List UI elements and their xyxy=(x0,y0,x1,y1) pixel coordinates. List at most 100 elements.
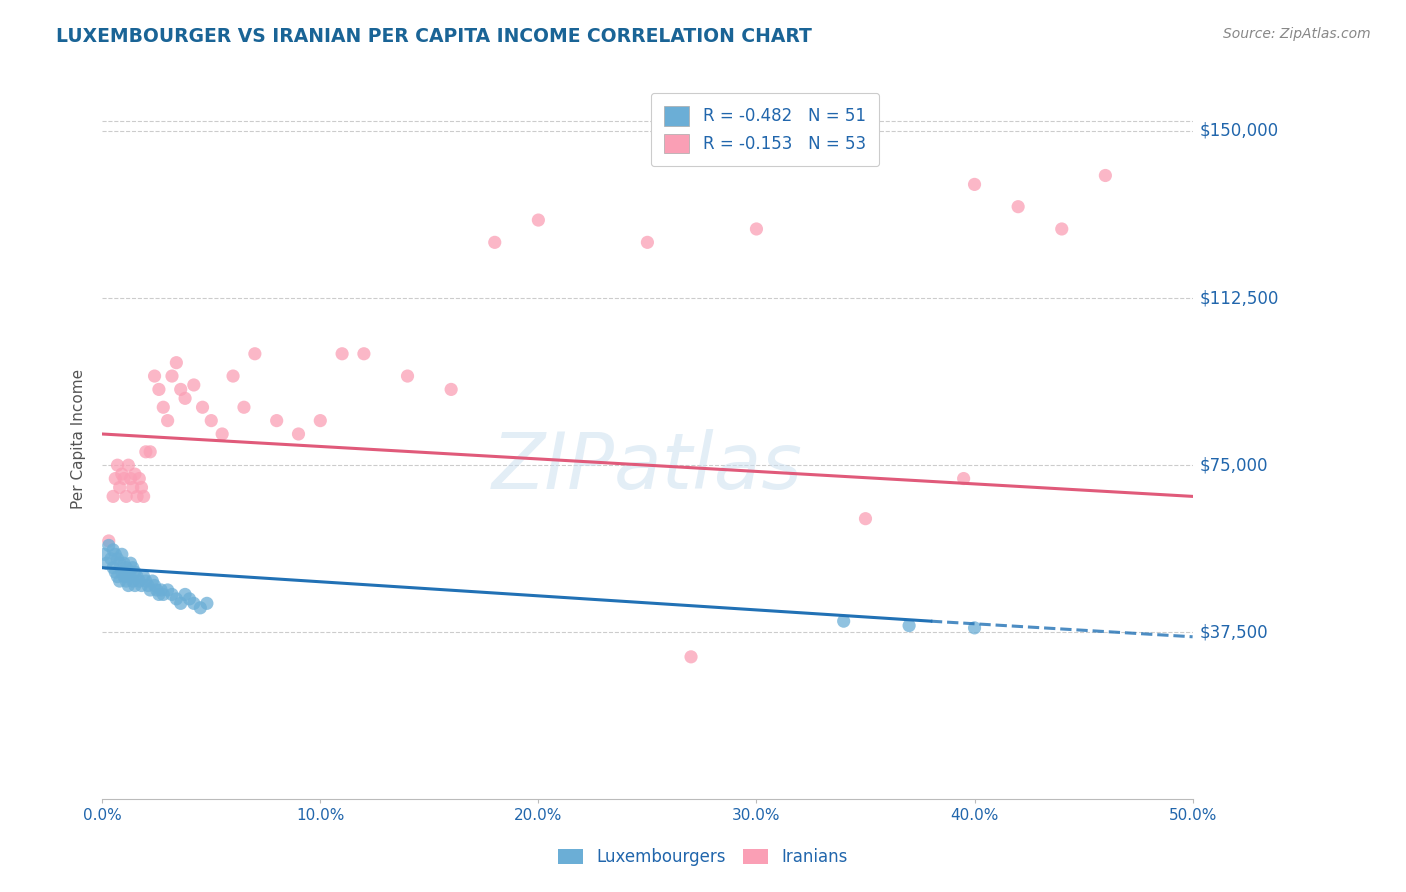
Point xyxy=(165,591,187,606)
Point xyxy=(124,578,146,592)
Point xyxy=(131,578,153,592)
Point xyxy=(112,556,135,570)
Point xyxy=(952,471,974,485)
Point xyxy=(1094,169,1116,183)
Point xyxy=(160,369,183,384)
Point xyxy=(679,649,702,664)
Point xyxy=(93,547,115,561)
Point xyxy=(150,582,173,597)
Point xyxy=(108,556,131,570)
Point xyxy=(1073,57,1095,71)
Point xyxy=(121,480,143,494)
Point xyxy=(107,458,129,473)
Point xyxy=(104,547,127,561)
Point xyxy=(101,542,124,557)
Point xyxy=(183,596,205,610)
Point xyxy=(855,511,877,525)
Point xyxy=(132,569,155,583)
Point xyxy=(170,383,193,397)
Point xyxy=(141,574,163,588)
Point xyxy=(135,445,157,459)
Point xyxy=(174,587,197,601)
Point xyxy=(127,489,149,503)
Point xyxy=(179,591,201,606)
Point xyxy=(136,578,159,592)
Text: $150,000: $150,000 xyxy=(1199,122,1278,140)
Point xyxy=(1007,200,1029,214)
Point xyxy=(139,582,162,597)
Point xyxy=(191,401,214,415)
Point xyxy=(855,102,877,116)
Text: ZIPatlas: ZIPatlas xyxy=(492,429,803,506)
Y-axis label: Per Capita Income: Per Capita Income xyxy=(72,368,86,508)
Point xyxy=(963,621,986,635)
Point xyxy=(152,587,174,601)
Point xyxy=(330,347,353,361)
Point xyxy=(188,600,211,615)
Point xyxy=(174,392,197,406)
Point xyxy=(745,222,768,236)
Text: $112,500: $112,500 xyxy=(1199,289,1278,307)
Legend: R = -0.482   N = 51, R = -0.153   N = 53: R = -0.482 N = 51, R = -0.153 N = 53 xyxy=(651,93,879,167)
Point xyxy=(117,565,139,579)
Point xyxy=(211,427,233,442)
Point xyxy=(1050,222,1073,236)
Text: Source: ZipAtlas.com: Source: ZipAtlas.com xyxy=(1223,27,1371,41)
Point xyxy=(115,560,138,574)
Point xyxy=(527,213,550,227)
Point xyxy=(97,533,120,548)
Point xyxy=(101,560,124,574)
Point xyxy=(112,569,135,583)
Point xyxy=(309,414,332,428)
Point xyxy=(963,178,986,192)
Point xyxy=(156,582,179,597)
Point xyxy=(111,547,134,561)
Point xyxy=(104,565,127,579)
Point xyxy=(108,480,131,494)
Point xyxy=(195,596,218,610)
Point xyxy=(107,569,129,583)
Point xyxy=(148,587,170,601)
Point xyxy=(120,471,142,485)
Point xyxy=(100,551,122,566)
Point xyxy=(148,383,170,397)
Point xyxy=(115,489,138,503)
Point xyxy=(131,480,153,494)
Point xyxy=(120,556,142,570)
Point xyxy=(160,587,183,601)
Point xyxy=(145,582,167,597)
Point xyxy=(233,401,256,415)
Point xyxy=(200,414,222,428)
Point xyxy=(111,467,134,482)
Point xyxy=(111,565,134,579)
Text: LUXEMBOURGER VS IRANIAN PER CAPITA INCOME CORRELATION CHART: LUXEMBOURGER VS IRANIAN PER CAPITA INCOM… xyxy=(56,27,813,45)
Point xyxy=(107,551,129,566)
Point xyxy=(484,235,506,250)
Text: $75,000: $75,000 xyxy=(1199,456,1268,475)
Point xyxy=(636,235,658,250)
Point xyxy=(121,560,143,574)
Point xyxy=(128,574,150,588)
Point xyxy=(108,574,131,588)
Point xyxy=(121,574,143,588)
Point xyxy=(139,445,162,459)
Point xyxy=(152,401,174,415)
Point xyxy=(396,369,419,384)
Point xyxy=(143,578,166,592)
Point xyxy=(287,427,309,442)
Point xyxy=(135,574,157,588)
Point xyxy=(243,347,266,361)
Point xyxy=(156,414,179,428)
Point xyxy=(440,383,463,397)
Point xyxy=(124,565,146,579)
Text: $37,500: $37,500 xyxy=(1199,624,1268,641)
Point xyxy=(112,471,135,485)
Point xyxy=(266,414,288,428)
Point xyxy=(115,574,138,588)
Point xyxy=(170,596,193,610)
Point xyxy=(128,471,150,485)
Point xyxy=(132,489,155,503)
Point xyxy=(117,578,139,592)
Point xyxy=(120,569,142,583)
Point xyxy=(353,347,375,361)
